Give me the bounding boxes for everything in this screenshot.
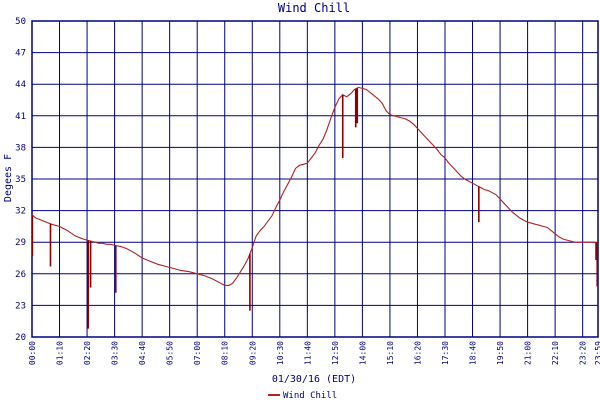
x-tick-label: 09:20	[248, 341, 257, 365]
y-tick-label: 47	[15, 49, 26, 59]
x-tick-label: 07:00	[193, 341, 202, 365]
y-axis-label: Degees F	[3, 154, 14, 202]
y-tick-label: 38	[15, 143, 26, 153]
x-tick-label: 19:50	[496, 341, 505, 365]
y-axis-tick-labels: 20 23 26 29 32 35 38 41 44 47 50	[15, 17, 26, 343]
x-tick-label: 23:20	[579, 341, 588, 365]
y-tick-label: 41	[15, 112, 26, 122]
x-tick-label: 16:20	[413, 341, 422, 365]
x-tick-label: 10:30	[276, 341, 285, 365]
legend: Wind Chill	[268, 391, 337, 400]
y-tick-label: 29	[15, 238, 26, 248]
x-tick-label: 02:20	[83, 341, 92, 365]
x-tick-label: 11:40	[303, 341, 312, 365]
x-tick-label: 08:10	[221, 341, 230, 365]
x-tick-label: 00:00	[28, 341, 37, 365]
x-tick-label: 03:30	[111, 341, 120, 365]
y-tick-label: 23	[15, 301, 26, 311]
series-layer	[31, 86, 599, 329]
legend-label: Wind Chill	[283, 391, 337, 400]
x-tick-label: 21:00	[524, 341, 533, 365]
x-tick-label: 23:59	[594, 341, 600, 365]
x-axis-tick-labels: 00:00 01:10 02:20 03:30 04:40 05:50 07:00 08:10…	[28, 341, 600, 365]
y-tick-label: 26	[15, 270, 26, 280]
x-tick-label: 17:30	[441, 341, 450, 365]
x-tick-label: 12:50	[331, 341, 340, 365]
y-tick-label: 35	[15, 175, 26, 185]
x-tick-label: 14:00	[358, 341, 367, 365]
series-line-wind-chill	[31, 86, 599, 286]
plot-area-frame	[31, 20, 599, 338]
x-tick-label: 04:40	[138, 341, 147, 365]
y-tick-label: 32	[15, 207, 26, 217]
x-tick-label: 15:10	[386, 341, 395, 365]
x-tick-label: 22:10	[551, 341, 560, 365]
x-tick-label: 05:50	[166, 341, 175, 365]
y-tick-label: 44	[15, 80, 26, 90]
y-tick-label: 50	[15, 17, 26, 27]
x-tick-label: 18:40	[469, 341, 478, 365]
x-tick-label: 01:10	[56, 341, 65, 365]
y-tick-label: 20	[15, 333, 26, 343]
chart-title: Wind Chill	[278, 1, 350, 15]
x-axis-label: 01/30/16 (EDT)	[272, 374, 356, 385]
